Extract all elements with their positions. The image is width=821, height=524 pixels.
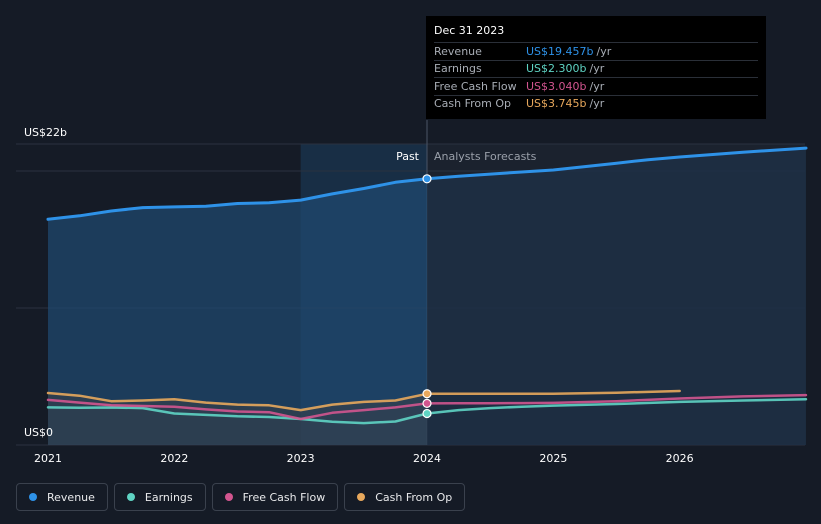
y-axis-bottom-label: US$0 [24, 426, 53, 439]
legend-item-revenue[interactable]: Revenue [16, 483, 108, 511]
marker-earnings [422, 408, 432, 419]
x-tick-label: 2023 [287, 452, 315, 465]
legend-item-cash-from-op[interactable]: Cash From Op [344, 483, 466, 511]
series-line-revenue [46, 146, 808, 221]
series-line-cash-from-op [46, 389, 681, 412]
legend-dot-icon [126, 493, 135, 501]
series-line-free-cash-flow [46, 393, 808, 421]
tooltip-value: US$3.745b [526, 97, 587, 111]
legend-item-free-cash-flow[interactable]: Free Cash Flow [211, 483, 339, 511]
tooltip-label: Revenue [434, 44, 482, 58]
legend-dot-icon [29, 493, 37, 501]
revenue-area-forecast [427, 148, 806, 445]
x-tick-label: 2022 [160, 452, 188, 465]
x-tick-label: 2021 [34, 452, 62, 465]
tooltip-label: Earnings [434, 62, 482, 76]
marker-revenue [422, 174, 432, 184]
legend-dot-icon [224, 493, 233, 501]
tooltip-value: US$3.040b [526, 79, 587, 93]
marker-cash-from-op [422, 389, 432, 399]
tooltip-unit: /yr [589, 97, 605, 111]
x-tick-label: 2025 [539, 452, 567, 465]
marker-free-cash-flow [422, 398, 432, 409]
past-label: Past [396, 150, 420, 163]
x-tick-label: 2026 [666, 452, 694, 465]
tooltip-value: US$2.300b [526, 62, 587, 76]
x-tick-label: 2024 [413, 452, 441, 465]
tooltip-date: Dec 31 2023 [434, 24, 505, 37]
legend-label: Cash From Op [375, 490, 453, 504]
tooltip-unit: /yr [596, 44, 612, 58]
series-line-earnings [46, 397, 808, 425]
legend-item-earnings[interactable]: Earnings [113, 483, 206, 511]
tooltip-row-free-cash-flow: Free Cash Flow US$3.040b /yr [434, 77, 758, 95]
forecast-label: Analysts Forecasts [434, 150, 537, 163]
chart-canvas: US$22b US$0 Past Analysts Forecasts 2021 2022… [16, 120, 808, 465]
legend-label: Revenue [47, 490, 95, 504]
y-axis-top-label: US$22b [24, 126, 67, 139]
legend-label: Free Cash Flow [242, 490, 326, 504]
tooltip-unit: /yr [589, 62, 605, 76]
tooltip-row-revenue: Revenue US$19.457b /yr [434, 42, 758, 60]
data-tooltip: Dec 31 2023 Revenue US$19.457b /yr Earni… [426, 16, 766, 119]
tooltip-row-earnings: Earnings US$2.300b /yr [434, 59, 758, 78]
chart-legend: Revenue Earnings Free Cash Flow Cash Fro… [16, 483, 466, 511]
tooltip-unit: /yr [589, 79, 605, 93]
tooltip-value: US$19.457b [526, 44, 594, 58]
tooltip-label: Cash From Op [434, 97, 512, 111]
legend-dot-icon [357, 493, 366, 501]
revenue-area-past [48, 178, 427, 446]
legend-label: Earnings [144, 490, 193, 504]
tooltip-label: Free Cash Flow [434, 79, 517, 93]
tooltip-row-cash-from-op: Cash From Op US$3.745b /yr [434, 94, 758, 113]
